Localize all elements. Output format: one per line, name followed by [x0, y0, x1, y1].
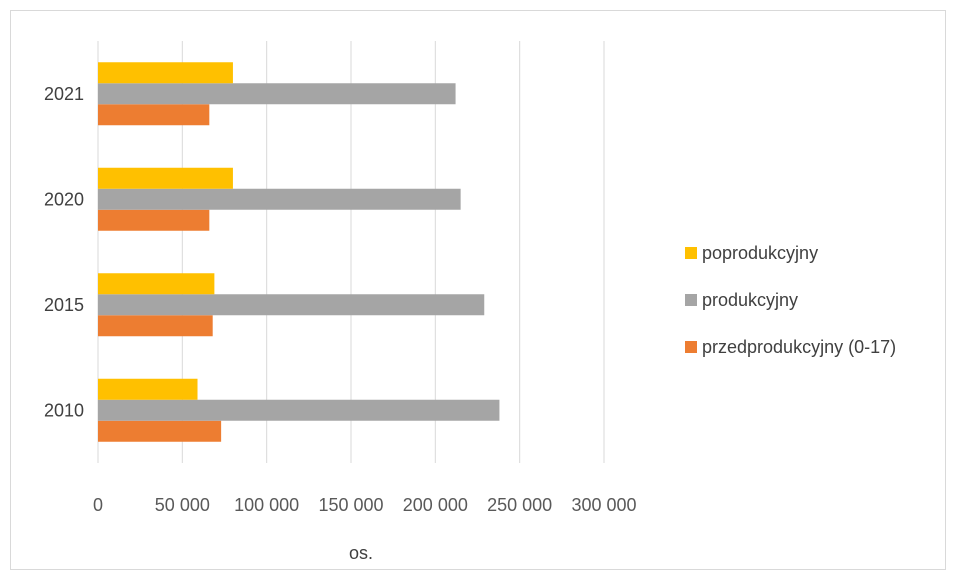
bar-produkcyjny-2015	[98, 294, 485, 316]
bar-przedprodukcyjny-0-17--2010	[98, 420, 222, 442]
chart-frame: 0 50 000 100 000 150 000 200 000 250 000 300 0…	[10, 10, 946, 570]
bar-poprodukcyjny-2020	[98, 167, 233, 189]
category-label-2021: 2021	[44, 84, 84, 104]
legend-swatch	[685, 294, 697, 306]
x-tick-label: 250 000	[487, 495, 552, 515]
bar-produkcyjny-2021	[98, 83, 456, 105]
legend-swatch	[685, 247, 697, 259]
legend-swatch	[685, 341, 697, 353]
x-axis-title: os.	[349, 543, 373, 563]
category-label-2015: 2015	[44, 295, 84, 315]
bar-produkcyjny-2020	[98, 188, 461, 210]
x-tick-label: 300 000	[571, 495, 636, 515]
x-tick-label: 50 000	[155, 495, 210, 515]
legend: poprodukcyjny produkcyjny przedprodukcyjny…	[685, 243, 896, 357]
bar-poprodukcyjny-2021	[98, 62, 233, 84]
bar-przedprodukcyjny-0-17--2021	[98, 104, 210, 126]
legend-label: produkcyjny	[702, 290, 798, 310]
legend-label: poprodukcyjny	[702, 243, 818, 263]
legend-item-poprodukcyjny: poprodukcyjny	[685, 243, 818, 263]
category-labels: 2010 2015 2020 2021	[44, 84, 84, 421]
x-tick-label: 100 000	[234, 495, 299, 515]
bars	[98, 62, 500, 442]
bar-produkcyjny-2010	[98, 399, 500, 421]
legend-item-produkcyjny: produkcyjny	[685, 290, 798, 310]
legend-label: przedprodukcyjny (0-17)	[702, 337, 896, 357]
bar-poprodukcyjny-2010	[98, 378, 198, 400]
x-tick-label: 0	[93, 495, 103, 515]
legend-item-przedprodukcyjny-0-17-: przedprodukcyjny (0-17)	[685, 337, 896, 357]
x-tick-label: 200 000	[403, 495, 468, 515]
category-label-2020: 2020	[44, 189, 84, 209]
category-label-2010: 2010	[44, 400, 84, 420]
bar-przedprodukcyjny-0-17--2015	[98, 315, 213, 337]
x-tick-labels: 0 50 000 100 000 150 000 200 000 250 000 300 0…	[93, 495, 637, 515]
bar-przedprodukcyjny-0-17--2020	[98, 209, 210, 231]
bar-poprodukcyjny-2015	[98, 273, 215, 295]
bar-chart: 0 50 000 100 000 150 000 200 000 250 000 300 0…	[44, 41, 896, 563]
x-tick-label: 150 000	[318, 495, 383, 515]
